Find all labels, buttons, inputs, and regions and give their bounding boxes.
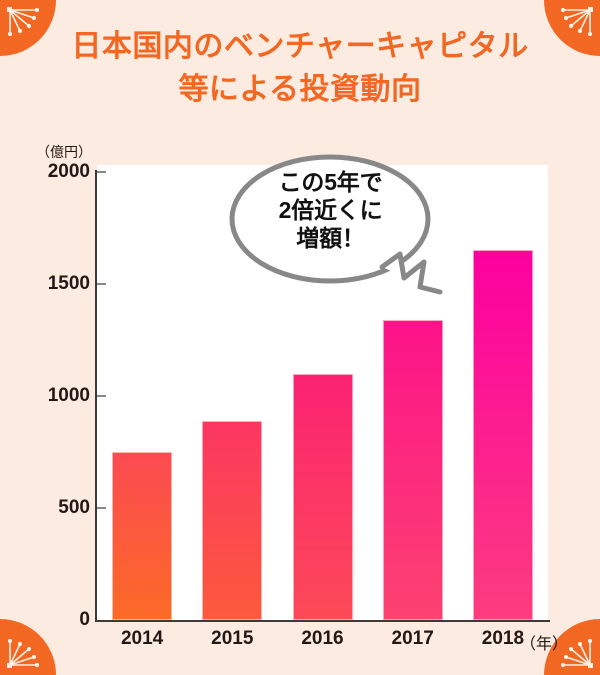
y-axis-tick	[97, 283, 106, 285]
y-axis-tick-label: 0	[79, 609, 90, 630]
x-axis-tick-label: 2015	[211, 628, 254, 649]
sparkle-burst-icon	[560, 638, 593, 668]
y-axis-tick	[97, 507, 106, 509]
corner-decoration-top-left	[0, 0, 56, 56]
y-axis-tick-label: 1000	[47, 385, 90, 406]
y-axis-tick	[97, 395, 106, 397]
y-axis-tick-label: 500	[58, 497, 90, 518]
y-axis-line	[95, 170, 97, 622]
bar-2016	[292, 373, 353, 620]
x-axis-tick-label: 2018	[481, 628, 525, 649]
y-axis-tick-label: 1500	[47, 273, 90, 294]
x-axis-line	[95, 620, 550, 622]
bar-2018	[472, 250, 533, 620]
zigzag-arrow-icon	[379, 251, 443, 295]
y-axis-unit-label: （億円）	[36, 144, 92, 160]
corner-decoration-bottom-left	[0, 619, 56, 675]
sparkle-burst-icon	[7, 7, 40, 37]
y-axis-labels: 0 500 1000 1500 2000	[8, 0, 90, 675]
page-title: 日本国内のベンチャーキャピタル 等による投資動向	[71, 30, 529, 106]
sparkle-burst-icon	[560, 7, 593, 37]
y-axis-tick	[97, 171, 106, 173]
x-axis-tick-label: 2014	[120, 628, 164, 649]
corner-decoration-top-right	[544, 0, 600, 56]
x-axis-tick-label: 2017	[391, 628, 434, 649]
y-axis-tick-label: 2000	[47, 161, 90, 182]
bar-2015	[202, 420, 263, 620]
sparkle-burst-icon	[7, 638, 40, 668]
callout-bubble	[229, 154, 431, 284]
x-axis-unit-label: （年）	[520, 636, 569, 653]
callout-text: この5年で 2倍近くに 増額！	[278, 169, 383, 252]
x-axis-tick-label: 2016	[301, 628, 344, 649]
bar-2017	[382, 319, 443, 620]
corner-decoration-bottom-right	[544, 619, 600, 675]
bar-2014	[112, 452, 173, 620]
